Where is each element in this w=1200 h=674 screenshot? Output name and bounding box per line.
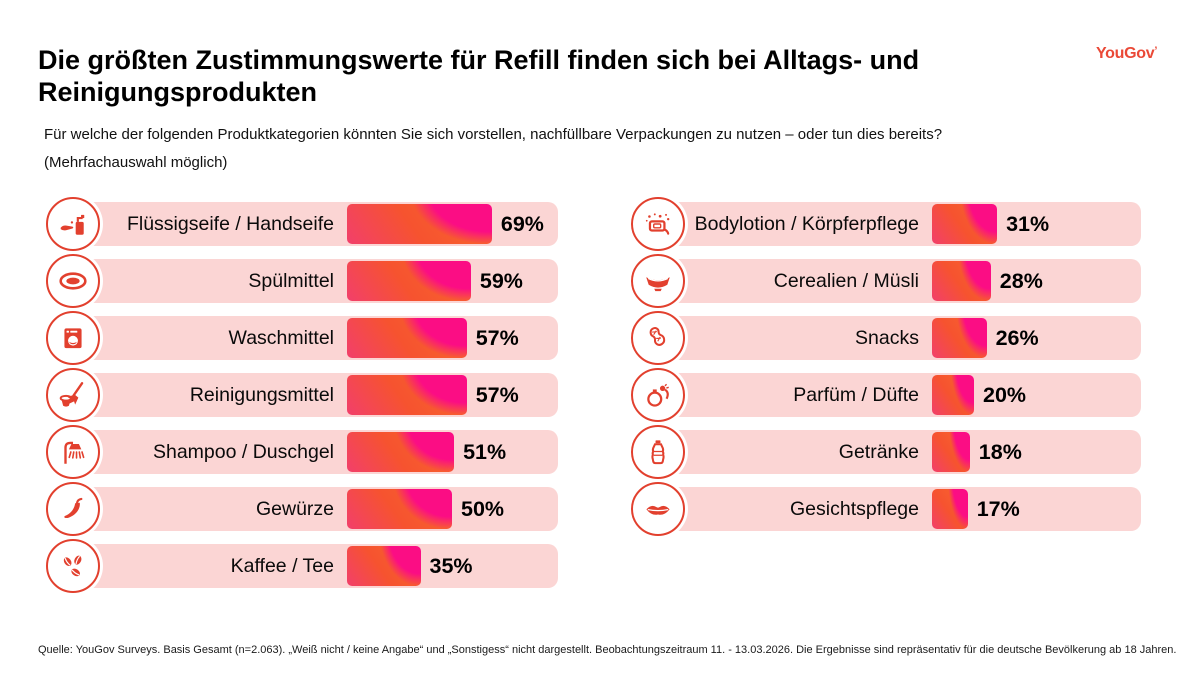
category-label: Spülmittel: [248, 269, 334, 292]
category-label: Snacks: [855, 326, 919, 349]
category-label: Gesichtspflege: [790, 497, 919, 520]
value-bar: [932, 432, 970, 472]
category-icon-circle: [46, 425, 100, 479]
value-bar: [932, 204, 998, 244]
source-note: Quelle: YouGov Surveys. Basis Gesamt (n=…: [38, 644, 1177, 656]
page-title: Die größten Zustimmungswerte für Refill …: [38, 45, 920, 108]
shower-icon: [64, 441, 85, 464]
category-pill: Snacks 26%: [658, 316, 1141, 360]
value-label: 69%: [500, 212, 544, 236]
survey-question-line2: (Mehrfachauswahl möglich): [44, 153, 228, 171]
category-pill: Flüssigseife / Handseife 69%: [73, 202, 558, 246]
category-label: Reinigungsmittel: [189, 383, 334, 406]
value-bar: [932, 261, 991, 301]
category-pill: Shampoo / Duschgel 51%: [73, 430, 558, 474]
category-label: Flüssigseife / Handseife: [126, 212, 334, 235]
value-label: 26%: [995, 326, 1039, 350]
category-label: Shampoo / Duschgel: [152, 440, 334, 463]
value-bar: [347, 489, 452, 529]
category-label: Gewürze: [255, 497, 334, 520]
value-label: 59%: [479, 269, 523, 293]
bottle-icon: [651, 440, 665, 465]
value-label: 35%: [429, 554, 473, 578]
coffee-beans-icon: [63, 555, 82, 577]
category-icon-circle: [631, 425, 685, 479]
category-icon-circle: [46, 482, 100, 536]
value-bar: [347, 261, 471, 301]
category-pill: Kaffee / Tee 35%: [73, 544, 558, 588]
category-pill: Gewürze 50%: [73, 487, 558, 531]
category-icon-circle: [46, 311, 100, 365]
yougov-logo-text: YouGov: [1096, 45, 1155, 62]
value-label: 57%: [475, 326, 519, 350]
value-label: 50%: [461, 497, 505, 521]
lips-icon: [646, 505, 670, 515]
washing-machine-icon: [64, 328, 82, 349]
value-bar: [347, 432, 455, 472]
category-pill: Getränke 18%: [658, 430, 1141, 474]
value-label: 20%: [983, 383, 1027, 407]
category-pill: Cerealien / Müsli 28%: [658, 259, 1141, 303]
chili-icon: [64, 497, 83, 519]
category-icon-circle: [631, 311, 685, 365]
category-pill: Gesichtspflege 17%: [658, 487, 1141, 531]
category-label: Kaffee / Tee: [230, 554, 334, 577]
category-icon-circle: [631, 482, 685, 536]
category-icon-circle: [46, 197, 100, 251]
category-pill: Bodylotion / Körpferpflege 31%: [658, 202, 1141, 246]
category-icon-circle: [46, 254, 100, 308]
value-bar: [932, 318, 987, 358]
category-pill: Reinigungsmittel 57%: [73, 373, 558, 417]
category-label: Cerealien / Müsli: [773, 269, 919, 292]
cereal-bowl-icon: [646, 277, 670, 292]
value-label: 51%: [463, 440, 507, 464]
value-bar: [932, 489, 968, 529]
plate-icon: [59, 272, 87, 290]
category-icon-circle: [631, 197, 685, 251]
soap-dispenser-icon: [60, 214, 85, 235]
category-icon-circle: [631, 254, 685, 308]
category-label: Getränke: [838, 440, 919, 463]
perfume-icon: [647, 383, 669, 407]
value-bar: [347, 375, 467, 415]
category-label: Waschmittel: [228, 326, 334, 349]
yougov-logo-tick: ’: [1154, 45, 1158, 57]
survey-question: Für welche der folgenden Produktkategori…: [44, 121, 942, 177]
category-label: Parfüm / Düfte: [793, 383, 919, 406]
category-icon-circle: [46, 539, 100, 593]
value-bar: [347, 204, 492, 244]
value-label: 31%: [1006, 212, 1050, 236]
yougov-logo: YouGov’: [1096, 45, 1157, 63]
peanut-icon: [649, 327, 666, 346]
cleaning-bucket-broom-icon: [59, 382, 84, 407]
value-bar: [932, 375, 974, 415]
value-bar: [347, 318, 467, 358]
category-pill: Parfüm / Düfte 20%: [658, 373, 1141, 417]
survey-question-line1: Für welche der folgenden Produktkategori…: [44, 126, 943, 143]
category-pill: Waschmittel 57%: [73, 316, 558, 360]
value-label: 57%: [475, 383, 519, 407]
category-icon-circle: [46, 368, 100, 422]
value-label: 18%: [978, 440, 1022, 464]
category-label: Bodylotion / Körpferpflege: [694, 212, 919, 235]
value-label: 28%: [999, 269, 1043, 293]
lotion-icon: [645, 213, 670, 235]
value-label: 17%: [976, 497, 1020, 521]
category-pill: Spülmittel 59%: [73, 259, 558, 303]
value-bar: [347, 546, 421, 586]
category-icon-circle: [631, 368, 685, 422]
